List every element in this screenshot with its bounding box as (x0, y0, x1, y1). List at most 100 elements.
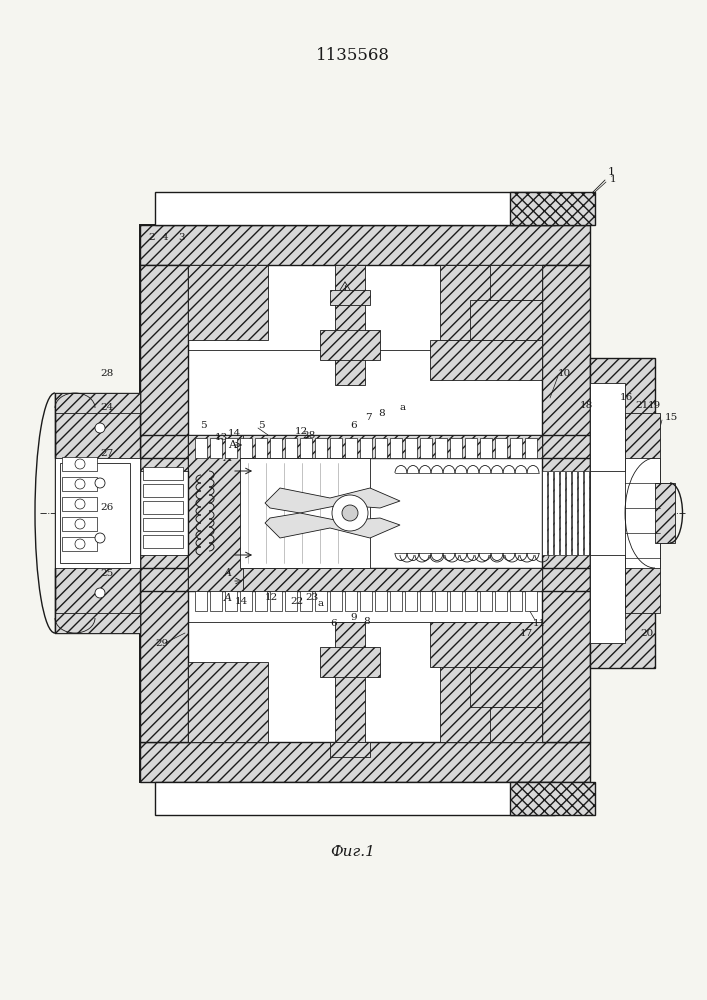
Polygon shape (240, 591, 252, 611)
Polygon shape (578, 471, 583, 555)
Polygon shape (188, 265, 542, 350)
Text: 8: 8 (363, 616, 370, 626)
Polygon shape (140, 265, 188, 742)
Text: 26: 26 (100, 504, 113, 512)
Polygon shape (320, 647, 380, 677)
Text: 14: 14 (235, 596, 248, 605)
Polygon shape (566, 471, 571, 555)
Polygon shape (430, 622, 542, 667)
Text: 6: 6 (330, 618, 337, 628)
Polygon shape (440, 265, 542, 340)
Text: 10: 10 (558, 368, 571, 377)
Polygon shape (188, 568, 542, 591)
Text: 28: 28 (100, 368, 113, 377)
Text: 18: 18 (580, 400, 593, 410)
Polygon shape (510, 438, 522, 458)
Polygon shape (210, 591, 222, 611)
Polygon shape (470, 300, 542, 340)
Polygon shape (548, 471, 553, 555)
Polygon shape (270, 591, 282, 611)
Polygon shape (62, 537, 97, 551)
Polygon shape (405, 591, 417, 611)
Polygon shape (143, 535, 183, 548)
Circle shape (95, 533, 105, 543)
Polygon shape (55, 613, 140, 633)
Polygon shape (480, 591, 492, 611)
Polygon shape (584, 471, 589, 555)
Circle shape (95, 478, 105, 488)
Polygon shape (375, 438, 387, 458)
Polygon shape (188, 622, 542, 742)
Polygon shape (195, 591, 207, 611)
Polygon shape (435, 438, 447, 458)
Circle shape (75, 499, 85, 509)
Text: 27: 27 (100, 448, 113, 458)
Text: 21: 21 (635, 400, 648, 410)
Polygon shape (542, 471, 547, 555)
Circle shape (75, 479, 85, 489)
Text: 6: 6 (350, 420, 356, 430)
Polygon shape (435, 591, 447, 611)
Text: 13: 13 (215, 434, 228, 442)
Polygon shape (554, 471, 559, 555)
Text: 25: 25 (100, 568, 113, 578)
Text: 11: 11 (533, 618, 547, 628)
Polygon shape (188, 435, 542, 458)
Text: 5: 5 (200, 420, 206, 430)
Text: 3: 3 (178, 233, 185, 242)
Polygon shape (62, 517, 97, 531)
Text: 5: 5 (258, 420, 264, 430)
Text: A: A (224, 453, 232, 463)
Polygon shape (62, 497, 97, 511)
Polygon shape (510, 782, 595, 815)
Polygon shape (143, 501, 183, 514)
Polygon shape (62, 477, 97, 491)
Polygon shape (390, 438, 402, 458)
Polygon shape (225, 438, 237, 458)
Polygon shape (255, 438, 267, 458)
Polygon shape (390, 591, 402, 611)
Polygon shape (590, 471, 660, 555)
Polygon shape (560, 471, 565, 555)
Text: 17: 17 (520, 629, 533, 638)
Circle shape (75, 539, 85, 549)
Polygon shape (285, 591, 297, 611)
Polygon shape (140, 471, 188, 555)
Polygon shape (490, 707, 542, 742)
Polygon shape (140, 225, 590, 265)
Polygon shape (155, 192, 555, 225)
Text: A: A (224, 568, 232, 578)
Polygon shape (495, 591, 507, 611)
Text: 1135568: 1135568 (316, 46, 390, 64)
Text: A: A (224, 593, 232, 603)
Polygon shape (143, 467, 183, 480)
Polygon shape (62, 457, 97, 471)
Polygon shape (375, 591, 387, 611)
Polygon shape (625, 413, 660, 613)
Polygon shape (320, 330, 380, 360)
Polygon shape (360, 591, 372, 611)
Polygon shape (345, 591, 357, 611)
Circle shape (95, 588, 105, 598)
Circle shape (95, 423, 105, 433)
Text: 12: 12 (265, 593, 279, 602)
Text: 8: 8 (378, 408, 385, 418)
Circle shape (332, 495, 368, 531)
Text: 15: 15 (665, 414, 678, 422)
Text: Фиг.1: Фиг.1 (331, 845, 375, 859)
Polygon shape (330, 438, 342, 458)
Text: 12: 12 (295, 426, 308, 436)
Polygon shape (590, 383, 625, 643)
Polygon shape (143, 484, 183, 497)
Text: a: a (318, 598, 324, 607)
Polygon shape (270, 438, 282, 458)
Text: 1: 1 (608, 167, 615, 177)
Polygon shape (430, 340, 542, 380)
Text: 4: 4 (162, 233, 169, 242)
Polygon shape (470, 667, 542, 707)
Polygon shape (525, 591, 537, 611)
Polygon shape (140, 225, 590, 782)
Polygon shape (140, 742, 590, 782)
Polygon shape (335, 265, 365, 385)
Polygon shape (510, 591, 522, 611)
